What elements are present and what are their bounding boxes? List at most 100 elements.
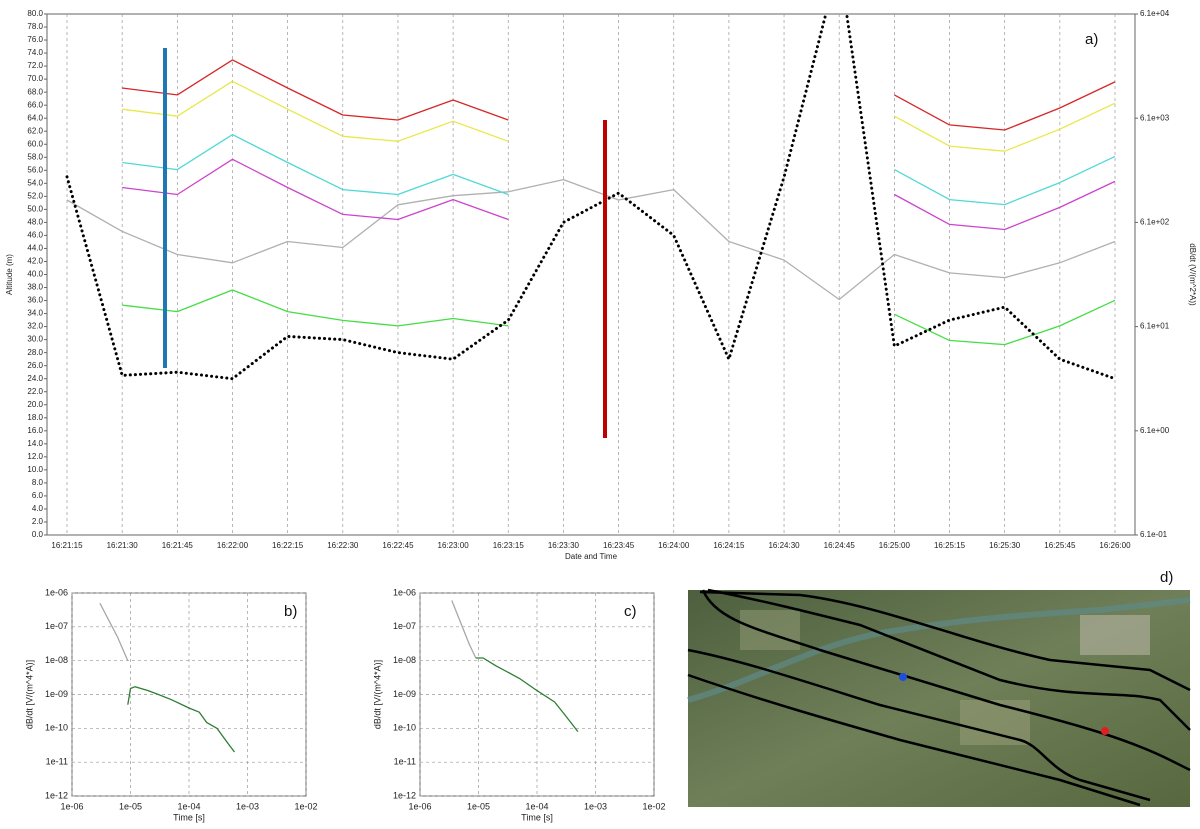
y-tick-label: 1e-06 — [45, 587, 68, 597]
y-tick-label: 80.0 — [27, 9, 43, 18]
y2-tick-label: 6.1e+03 — [1140, 113, 1170, 122]
y-tick-label: 18.0 — [27, 413, 43, 422]
y-tick-label: 22.0 — [27, 387, 43, 396]
y-tick-label: 14.0 — [27, 439, 43, 448]
y-tick-label: 1e-08 — [45, 655, 68, 665]
y-tick-label: 36.0 — [27, 296, 43, 305]
series-line — [66, 178, 1116, 301]
x-tick-label: 16:24:15 — [713, 541, 745, 550]
x-tick-label: 16:25:45 — [1044, 541, 1076, 550]
y-tick-label: 46.0 — [27, 231, 43, 240]
x-tick-label: 1e-06 — [60, 801, 83, 811]
x-tick-label: 16:23:00 — [438, 541, 470, 550]
series-line — [122, 289, 1116, 346]
x-tick-label: 16:24:00 — [658, 541, 690, 550]
panel-label: b) — [284, 603, 297, 620]
series-line — [451, 600, 477, 659]
series-line — [122, 59, 1116, 131]
y-tick-label: 8.0 — [32, 478, 44, 487]
series-line — [127, 686, 236, 753]
y-axis-title: dB/dt [V/(m^4*A)] — [24, 660, 34, 729]
map-village — [1080, 615, 1150, 655]
x-tick-label: 16:24:45 — [824, 541, 856, 550]
series-line — [475, 657, 579, 732]
y-tick-label: 38.0 — [27, 283, 43, 292]
y-tick-label: 1e-09 — [393, 689, 416, 699]
y-axis-title: Altitude (m) — [5, 254, 14, 295]
y-tick-label: 70.0 — [27, 74, 43, 83]
plot-area — [46, 13, 1136, 536]
x-tick-label: 16:25:15 — [934, 541, 966, 550]
y-tick-label: 1e-07 — [393, 621, 416, 631]
y-tick-label: 2.0 — [32, 517, 44, 526]
x-tick-label: 16:23:15 — [493, 541, 525, 550]
y-tick-label: 20.0 — [27, 400, 43, 409]
y-tick-label: 26.0 — [27, 361, 43, 370]
y-tick-label: 56.0 — [27, 165, 43, 174]
y2-tick-label: 6.1e+00 — [1140, 426, 1170, 435]
y-tick-label: 24.0 — [27, 374, 43, 383]
y-tick-label: 1e-12 — [393, 790, 416, 800]
panel-label: c) — [624, 603, 637, 620]
x-tick-label: 1e-03 — [236, 801, 259, 811]
y-tick-label: 52.0 — [27, 191, 43, 200]
series-group — [451, 600, 579, 732]
x-tick-label: 16:21:15 — [51, 541, 83, 550]
x-tick-label: 16:26:00 — [1099, 541, 1131, 550]
y-tick-label: 1e-12 — [45, 790, 68, 800]
x-tick-label: 1e-06 — [408, 801, 431, 811]
y-tick-label: 58.0 — [27, 152, 43, 161]
y-tick-label: 72.0 — [27, 61, 43, 70]
y2-tick-label: 6.1e-01 — [1140, 530, 1168, 539]
y-tick-label: 68.0 — [27, 87, 43, 96]
series-group — [99, 602, 236, 753]
y-tick-label: 1e-10 — [393, 723, 416, 733]
y-tick-label: 48.0 — [27, 218, 43, 227]
y-tick-label: 34.0 — [27, 309, 43, 318]
y-tick-label: 60.0 — [27, 139, 43, 148]
y-tick-label: 62.0 — [27, 126, 43, 135]
y-tick-label: 0.0 — [32, 530, 44, 539]
x-tick-label: 16:24:30 — [768, 541, 800, 550]
y-tick-label: 32.0 — [27, 322, 43, 331]
series-line — [122, 158, 1116, 231]
map-river — [687, 597, 1191, 703]
sounding-b-location — [899, 673, 907, 681]
panel-label: d) — [1160, 569, 1173, 586]
y2-tick-label: 6.1e+04 — [1140, 9, 1170, 18]
y-tick-label: 12.0 — [27, 452, 43, 461]
y-tick-label: 1e-11 — [394, 757, 416, 767]
y-tick-label: 1e-07 — [45, 621, 68, 631]
y2-tick-label: 6.1e+01 — [1140, 322, 1170, 331]
y-tick-label: 66.0 — [27, 100, 43, 109]
x-tick-label: 1e-05 — [119, 801, 142, 811]
x-tick-label: 16:21:45 — [162, 541, 194, 550]
series-line — [65, 14, 1117, 381]
x-axis-title: Date and Time — [565, 552, 618, 561]
x-axis-title: Time [s] — [521, 812, 553, 822]
y-tick-label: 42.0 — [27, 257, 43, 266]
x-tick-label: 16:25:30 — [989, 541, 1021, 550]
y-tick-label: 54.0 — [27, 178, 43, 187]
map-field — [960, 700, 1030, 745]
flight-line — [699, 590, 1191, 692]
y2-tick-label: 6.1e+02 — [1140, 218, 1170, 227]
y-tick-label: 30.0 — [27, 335, 43, 344]
series-line — [122, 80, 1116, 152]
series-line — [99, 602, 129, 661]
series-group — [65, 14, 1117, 381]
flight-line — [687, 648, 1151, 802]
y-axis-title: dB/dt [V/(m^4*A)] — [372, 660, 382, 729]
x-tick-label: 1e-02 — [294, 801, 317, 811]
y-tick-label: 1e-08 — [393, 655, 416, 665]
y-tick-label: 28.0 — [27, 348, 43, 357]
x-tick-label: 1e-04 — [525, 801, 548, 811]
y-tick-label: 78.0 — [27, 22, 43, 31]
x-tick-label: 16:21:30 — [107, 541, 139, 550]
y-tick-label: 50.0 — [27, 204, 43, 213]
x-tick-label: 16:22:30 — [327, 541, 359, 550]
chart: 1e-06 1e-05 1e-04 1e-03 1e-02 1e-12 1e-11 1e-10… — [372, 587, 665, 822]
x-tick-label: 1e-05 — [467, 801, 490, 811]
